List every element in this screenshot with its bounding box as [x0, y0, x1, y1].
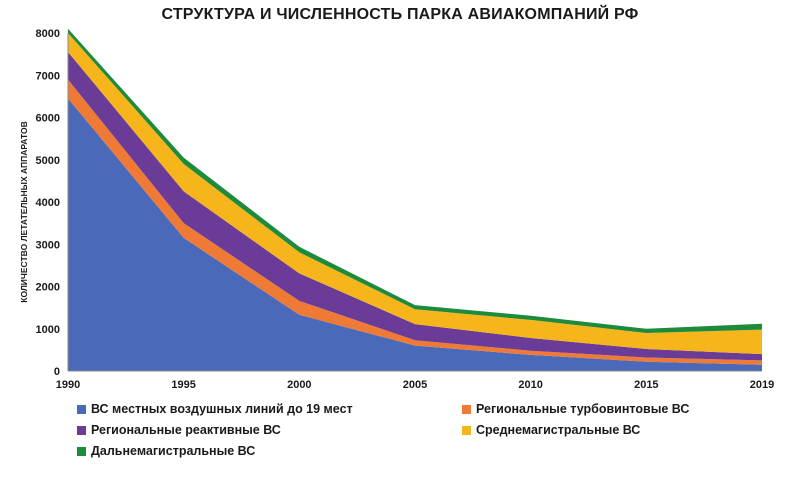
area-series-1 — [68, 98, 762, 371]
legend-item: Региональные реактивные ВС — [77, 423, 281, 437]
x-tick-label: 2005 — [403, 379, 427, 391]
x-tick-label: 2015 — [634, 379, 658, 391]
legend-label: Дальнемагистральные ВС — [91, 444, 256, 458]
y-tick-label: 0 — [54, 366, 60, 378]
axes-group — [67, 33, 762, 372]
legend-item: Среднемагистральные ВС — [462, 423, 640, 437]
y-tick-label: 6000 — [36, 113, 60, 125]
legend-item: ВС местных воздушных линий до 19 мест — [77, 402, 353, 416]
y-tick-label: 2000 — [36, 282, 60, 294]
legend-swatch — [77, 425, 86, 435]
area-series-group — [68, 28, 762, 371]
legend-label: ВС местных воздушных линий до 19 мест — [91, 402, 353, 416]
chart-title: СТРУКТУРА И ЧИСЛЕННОСТЬ ПАРКА АВИАКОМПАН… — [161, 6, 639, 23]
legend-swatch — [462, 404, 471, 414]
y-axis-label: КОЛИЧЕСТВО ЛЕТАТЕЛЬНЫХ АППАРАТОВ — [19, 121, 29, 303]
legend-label: Среднемагистральные ВС — [476, 423, 641, 437]
y-tick-label: 7000 — [36, 70, 60, 82]
legend-swatch — [77, 404, 86, 414]
y-tick-labels: 0 1000 2000 3000 4000 5000 6000 7000 8000 — [36, 28, 60, 378]
legend-item: Региональные турбовинтовые ВС — [462, 402, 689, 416]
y-tick-label: 3000 — [36, 239, 60, 251]
x-tick-label: 2010 — [518, 379, 542, 391]
y-tick-label: 8000 — [36, 28, 60, 40]
x-tick-label: 1990 — [56, 379, 80, 391]
legend-item: Дальнемагистральные ВС — [77, 444, 255, 458]
legend-label: Региональные реактивные ВС — [91, 423, 281, 437]
legend-swatch — [462, 425, 471, 435]
area-series-4 — [68, 33, 762, 355]
y-tick-label: 1000 — [36, 324, 60, 336]
area-series-5 — [68, 28, 762, 334]
x-tick-label: 1995 — [171, 379, 195, 391]
x-tick-labels: 1990 1995 2000 2005 2010 2015 2019 — [56, 379, 774, 391]
x-tick-label: 2019 — [750, 379, 774, 391]
x-tick-label: 2000 — [287, 379, 311, 391]
legend-swatch — [77, 446, 86, 456]
legend-label: Региональные турбовинтовые ВС — [476, 402, 690, 416]
y-tick-label: 5000 — [36, 155, 60, 167]
y-tick-label: 4000 — [36, 197, 60, 209]
